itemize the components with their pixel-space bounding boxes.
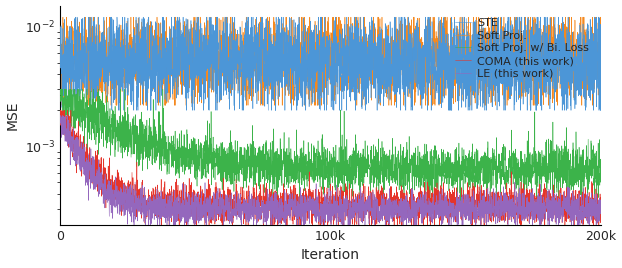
STE <box>554 63 561 66</box>
Soft Proj. w/ Bi. Loss <box>450 163 457 166</box>
Soft Proj. w/ Bi. Loss <box>581 164 588 167</box>
COMA (this work) <box>288 200 295 204</box>
Line: LE (this work): LE (this work) <box>60 116 601 236</box>
COMA (this work) <box>449 205 457 209</box>
Soft Proj. <box>581 69 588 72</box>
STE <box>581 97 588 100</box>
STE <box>67 109 74 112</box>
LE (this work) <box>597 202 605 205</box>
Soft Proj. <box>57 104 65 107</box>
Soft Proj. w/ Bi. Loss <box>597 178 605 181</box>
Soft Proj. <box>288 47 295 51</box>
Soft Proj. <box>554 75 561 79</box>
STE <box>284 82 291 85</box>
Soft Proj. w/ Bi. Loss <box>288 169 295 172</box>
Legend: STE, Soft Proj., Soft Proj. w/ Bi. Loss, COMA (this work), LE (this work): STE, Soft Proj., Soft Proj. w/ Bi. Loss,… <box>448 11 595 85</box>
Line: Soft Proj.: Soft Proj. <box>60 17 601 105</box>
COMA (this work) <box>554 204 561 207</box>
Y-axis label: MSE: MSE <box>6 100 19 130</box>
STE <box>288 74 295 77</box>
COMA (this work) <box>205 228 213 232</box>
Soft Proj. w/ Bi. Loss <box>313 178 321 182</box>
STE <box>313 34 321 37</box>
Soft Proj. <box>313 59 321 63</box>
Soft Proj. <box>450 64 457 67</box>
LE (this work) <box>371 234 379 237</box>
Soft Proj. w/ Bi. Loss <box>554 178 561 181</box>
STE <box>72 16 79 19</box>
LE (this work) <box>57 114 64 117</box>
Soft Proj. w/ Bi. Loss <box>57 88 64 91</box>
STE <box>450 87 457 91</box>
LE (this work) <box>313 215 321 218</box>
Soft Proj. w/ Bi. Loss <box>296 207 304 210</box>
Soft Proj. w/ Bi. Loss <box>284 181 291 184</box>
LE (this work) <box>284 203 291 206</box>
LE (this work) <box>554 202 561 205</box>
Soft Proj. <box>597 16 605 19</box>
STE <box>597 53 605 56</box>
COMA (this work) <box>597 211 605 215</box>
LE (this work) <box>288 206 295 209</box>
COMA (this work) <box>581 192 588 195</box>
Soft Proj. w/ Bi. Loss <box>57 94 64 98</box>
Line: Soft Proj. w/ Bi. Loss: Soft Proj. w/ Bi. Loss <box>60 89 601 209</box>
Line: STE: STE <box>60 17 601 110</box>
Soft Proj. <box>59 16 67 19</box>
Soft Proj. <box>284 78 291 81</box>
COMA (this work) <box>284 195 291 198</box>
Soft Proj. <box>57 75 64 78</box>
LE (this work) <box>450 212 457 215</box>
LE (this work) <box>57 122 64 126</box>
COMA (this work) <box>57 109 64 112</box>
LE (this work) <box>581 205 588 209</box>
COMA (this work) <box>313 197 321 200</box>
STE <box>57 49 64 53</box>
X-axis label: Iteration: Iteration <box>301 248 360 262</box>
Line: COMA (this work): COMA (this work) <box>60 110 601 230</box>
